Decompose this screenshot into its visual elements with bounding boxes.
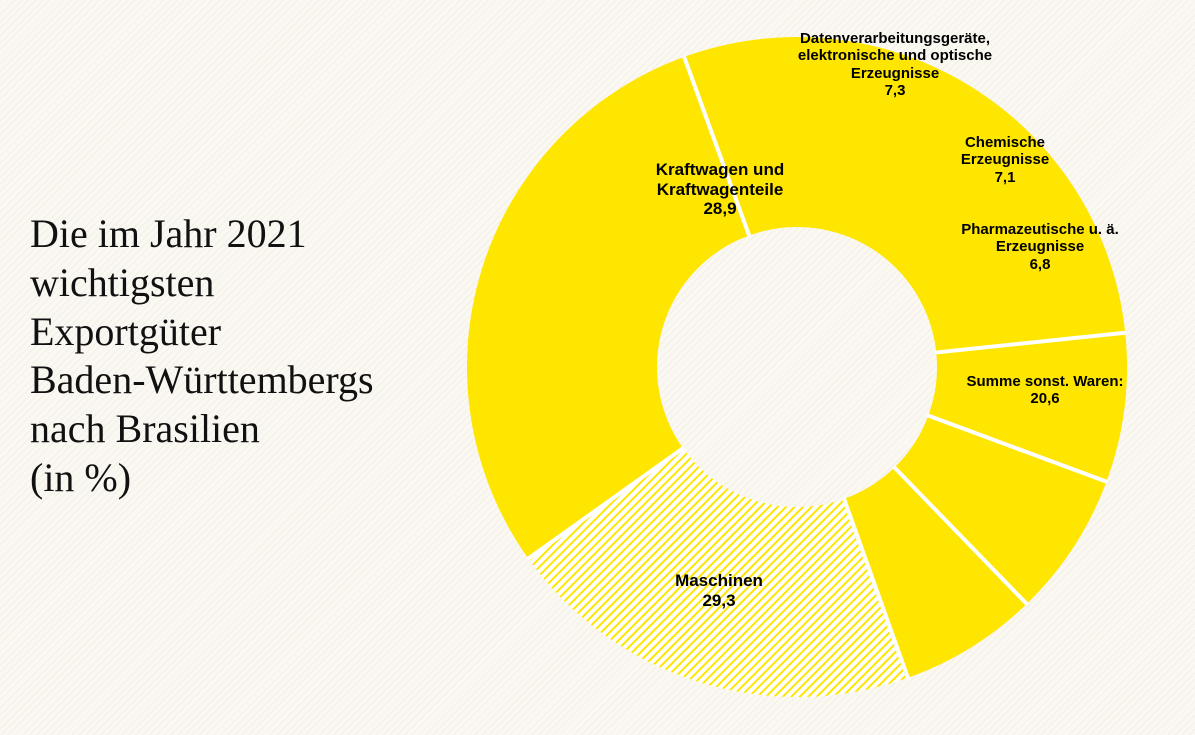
slice-label: Summe sonst. Waren: 20,6 [940, 373, 1150, 408]
donut-svg [445, 15, 1150, 720]
slice-label: Chemische Erzeugnisse 7,1 [920, 134, 1090, 186]
slice-label: Maschinen 29,3 [629, 571, 809, 610]
slice-label: Kraftwagen und Kraftwagenteile 28,9 [610, 160, 830, 219]
chart-title: Die im Jahr 2021 wichtigsten Exportgüter… [30, 210, 374, 503]
donut-chart: Kraftwagen und Kraftwagenteile 28,9 Daten… [445, 15, 1150, 720]
slice-label: Datenverarbeitungsgeräte, elektronische … [765, 30, 1025, 99]
slice-label: Pharmazeutische u. ä. Erzeugnisse 6,8 [935, 221, 1145, 273]
